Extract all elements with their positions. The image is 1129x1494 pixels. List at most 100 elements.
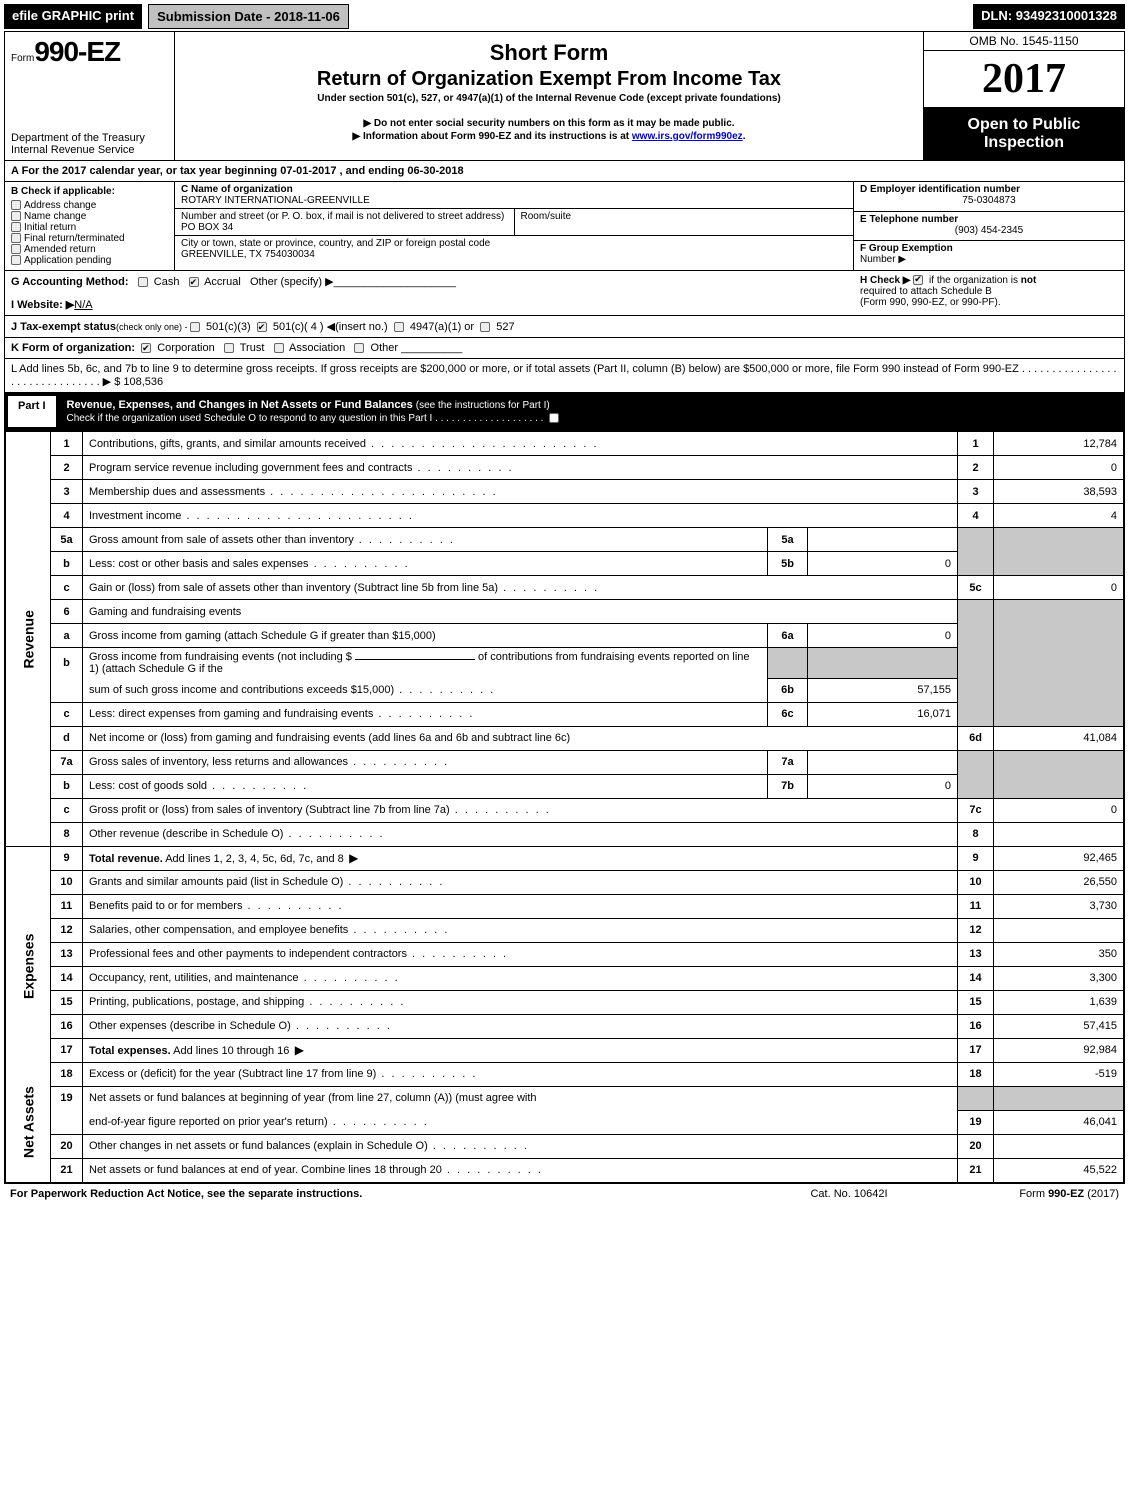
r17-rn: 17: [958, 1038, 994, 1062]
checkbox-corporation[interactable]: [141, 343, 151, 353]
r7b-num: b: [51, 774, 83, 798]
r6c-subval: 16,071: [808, 702, 958, 726]
part-1-title-sub: (see the instructions for Part I): [416, 400, 550, 411]
r8-val: [994, 822, 1124, 846]
r6b-sub-gray: [768, 648, 808, 679]
j-sub: (check only one) -: [116, 322, 190, 332]
r17-val: 92,984: [994, 1038, 1124, 1062]
r6a-sub: 6a: [768, 624, 808, 648]
checkbox-amended-return[interactable]: [11, 244, 21, 254]
checkbox-other-org[interactable]: [354, 343, 364, 353]
label-association: Association: [289, 342, 345, 354]
label-name-change: Name change: [24, 211, 86, 222]
r14-rn: 14: [958, 966, 994, 990]
row-17: 17 Total expenses. Add lines 10 through …: [6, 1038, 1124, 1062]
checkbox-4947a1[interactable]: [394, 322, 404, 332]
r19-val: 46,041: [994, 1110, 1124, 1134]
footer-right-form: 990-EZ: [1048, 1188, 1084, 1200]
r4-num: 4: [51, 504, 83, 528]
row-19: end-of-year figure reported on prior yea…: [6, 1110, 1124, 1134]
row-7b: b Less: cost of goods sold 7b 0: [6, 774, 1124, 798]
k-label: K Form of organization:: [11, 342, 135, 354]
r19-rn: 19: [958, 1110, 994, 1134]
section-def: D Employer identification number 75-0304…: [854, 182, 1124, 270]
tax-year: 2017: [924, 51, 1124, 108]
r18-num: 18: [51, 1062, 83, 1086]
row-6b: sum of such gross income and contributio…: [6, 678, 1124, 702]
section-b: B Check if applicable: Address change Na…: [5, 182, 175, 270]
r1-num: 1: [51, 432, 83, 456]
checkbox-association[interactable]: [274, 343, 284, 353]
r10-rn: 10: [958, 870, 994, 894]
section-c: C Name of organization ROTARY INTERNATIO…: [175, 182, 854, 270]
r19-num-2: [51, 1110, 83, 1134]
r9-val: 92,465: [994, 846, 1124, 870]
header-center: Short Form Return of Organization Exempt…: [175, 32, 924, 160]
label-final-return: Final return/terminated: [24, 233, 125, 244]
line-a-pre: A For the 2017 calendar year, or tax yea…: [11, 165, 280, 177]
efile-print-button[interactable]: efile GRAPHIC print: [4, 4, 142, 29]
city-label: City or town, state or province, country…: [181, 238, 847, 249]
checkbox-trust[interactable]: [224, 343, 234, 353]
r16-desc: Other expenses (describe in Schedule O): [83, 1014, 958, 1038]
r7c-rn: 7c: [958, 798, 994, 822]
open-to-public: Open to Public Inspection: [924, 108, 1124, 160]
r5b-desc: Less: cost or other basis and sales expe…: [83, 552, 768, 576]
form-header: Form990-EZ Department of the Treasury In…: [5, 32, 1124, 161]
r6c-sub: 6c: [768, 702, 808, 726]
checkbox-address-change[interactable]: [11, 200, 21, 210]
row-6c: c Less: direct expenses from gaming and …: [6, 702, 1124, 726]
checkbox-final-return[interactable]: [11, 233, 21, 243]
row-19-text: 19 Net assets or fund balances at beginn…: [6, 1086, 1124, 1110]
checkbox-name-change[interactable]: [11, 211, 21, 221]
row-11: 11 Benefits paid to or for members 11 3,…: [6, 894, 1124, 918]
line-g: G Accounting Method: Cash Accrual Other …: [5, 271, 854, 315]
section-b-title: B Check if applicable:: [11, 186, 168, 197]
row-14: 14 Occupancy, rent, utilities, and maint…: [6, 966, 1124, 990]
r5b-sub: 5b: [768, 552, 808, 576]
r7a-sub: 7a: [768, 750, 808, 774]
r3-val: 38,593: [994, 480, 1124, 504]
r17-num: 17: [51, 1038, 83, 1062]
c-name-label: C Name of organization: [181, 184, 847, 195]
r19-desc-1: Net assets or fund balances at beginning…: [83, 1086, 958, 1110]
r3-rn: 3: [958, 480, 994, 504]
omb-number: OMB No. 1545-1150: [924, 32, 1124, 51]
r19-rn-gray: [958, 1086, 994, 1110]
checkbox-schedule-b-not-required[interactable]: [913, 275, 923, 285]
r20-rn: 20: [958, 1134, 994, 1158]
row-16: 16 Other expenses (describe in Schedule …: [6, 1014, 1124, 1038]
r6d-val: 41,084: [994, 726, 1124, 750]
row-3: 3 Membership dues and assessments 3 38,5…: [6, 480, 1124, 504]
r21-val: 45,522: [994, 1158, 1124, 1182]
footer-right: Form 990-EZ (2017): [949, 1188, 1119, 1200]
h-text-1: if the organization is: [929, 275, 1021, 286]
header-right: OMB No. 1545-1150 2017 Open to Public In…: [924, 32, 1124, 160]
form-note-2: ▶ Information about Form 990-EZ and its …: [181, 131, 917, 142]
r5ab-val-gray: [994, 528, 1124, 576]
r15-num: 15: [51, 990, 83, 1014]
checkbox-cash[interactable]: [138, 277, 148, 287]
checkbox-501c3[interactable]: [190, 322, 200, 332]
r10-desc: Grants and similar amounts paid (list in…: [83, 870, 958, 894]
r4-desc: Investment income: [83, 504, 958, 528]
checkbox-schedule-o-part1[interactable]: [549, 413, 559, 423]
r12-rn: 12: [958, 918, 994, 942]
r6c-val-gray: [994, 702, 1124, 726]
r19-desc-2: end-of-year figure reported on prior yea…: [83, 1110, 958, 1134]
label-4947a1: 4947(a)(1) or: [410, 321, 474, 333]
checkbox-application-pending[interactable]: [11, 255, 21, 265]
checkbox-527[interactable]: [480, 322, 490, 332]
r9-desc-2: Add lines 1, 2, 3, 4, 5c, 6d, 7c, and 8: [163, 853, 361, 865]
checkbox-initial-return[interactable]: [11, 222, 21, 232]
room-label: Room/suite: [521, 211, 848, 222]
r1-val: 12,784: [994, 432, 1124, 456]
checkbox-501c[interactable]: [257, 322, 267, 332]
checkbox-accrual[interactable]: [189, 277, 199, 287]
form990ez-link[interactable]: www.irs.gov/form990ez: [632, 131, 743, 142]
label-accrual: Accrual: [204, 276, 241, 288]
r7ab-val-gray: [994, 750, 1124, 798]
line-a: A For the 2017 calendar year, or tax yea…: [5, 161, 1124, 182]
r20-val: [994, 1134, 1124, 1158]
tax-year-begin: 07-01-2017: [280, 165, 336, 177]
